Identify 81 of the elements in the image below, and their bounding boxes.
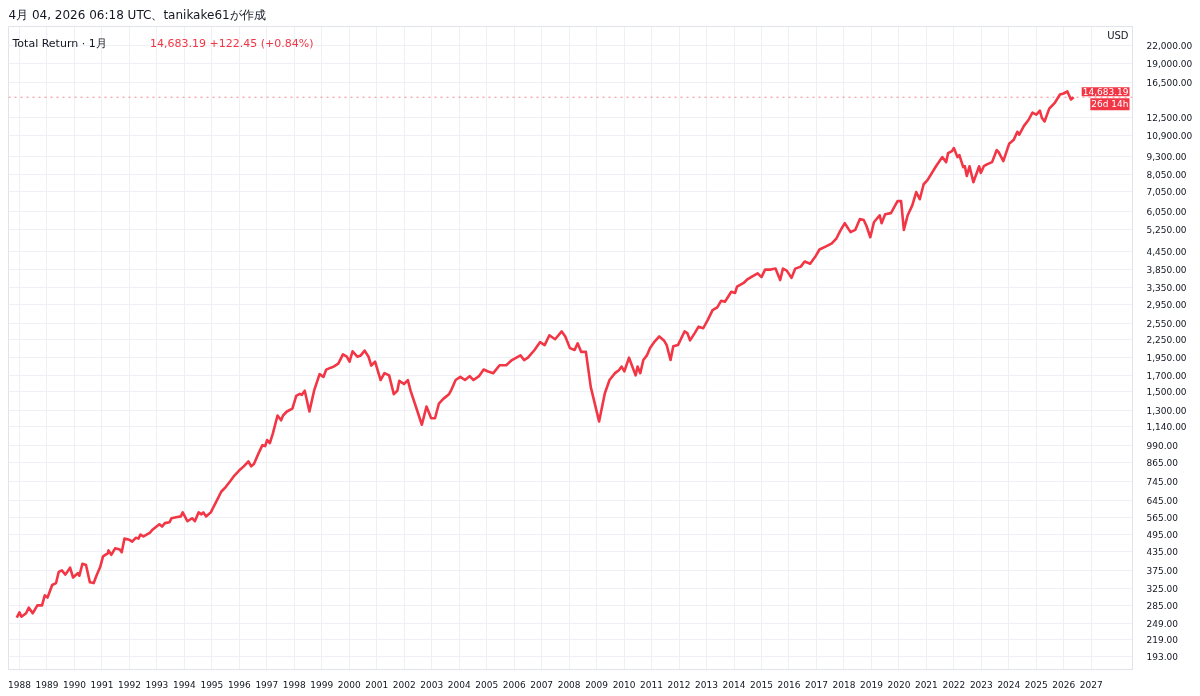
- y-tick-label: 12,500.00: [1146, 113, 1193, 124]
- y-tick-label: 193.00: [1146, 651, 1179, 662]
- x-tick-label: 2015: [750, 679, 773, 690]
- y-tick-label: 4,450.00: [1146, 246, 1187, 257]
- y-tick-label: 2,250.00: [1146, 334, 1187, 345]
- x-tick-label: 2000: [337, 679, 361, 690]
- x-tick-label: 2018: [832, 679, 856, 690]
- y-axis-title: USD: [1107, 29, 1129, 41]
- x-tick-label: 1996: [227, 679, 252, 690]
- y-tick-label: 1,140.00: [1146, 422, 1187, 433]
- x-tick-label: 2026: [1052, 679, 1076, 690]
- text: 4月 04, 2026 06:18 UTC、tanikake61が作成: [8, 7, 266, 22]
- x-tick-label: 2025: [1024, 679, 1048, 690]
- y-tick-label: 645.00: [1146, 495, 1179, 506]
- x-tick-label: 2011: [640, 679, 664, 690]
- y-tick-label: 565.00: [1146, 513, 1179, 524]
- annotation: 26d 14h: [1091, 99, 1129, 110]
- y-tick-label: 7,050.00: [1146, 187, 1187, 198]
- x-tick-label: 2027: [1079, 679, 1103, 690]
- x-tick-label: 1988: [8, 679, 32, 690]
- text: 14,683.19 +122.45 (+0.84%): [150, 36, 314, 50]
- x-tick-label: 1989: [35, 679, 59, 690]
- x-tick-label: 2017: [805, 679, 828, 690]
- x-tick-label: 1998: [282, 679, 307, 690]
- x-tick-label: 1992: [117, 679, 141, 690]
- ref-line-label: 14,683.19: [1082, 87, 1129, 98]
- y-tick-label: 3,350.00: [1146, 283, 1187, 294]
- x-tick-label: 1999: [310, 679, 334, 690]
- y-tick-label: 10,900.00: [1146, 131, 1193, 142]
- y-tick-label: 22,000.00: [1146, 40, 1193, 51]
- x-tick-label: 2007: [530, 679, 554, 690]
- x-tick-label: 1990: [63, 679, 87, 690]
- x-tick-label: 2013: [695, 679, 718, 690]
- x-tick-label: 2012: [667, 679, 691, 690]
- x-tick-label: 1997: [255, 679, 279, 690]
- y-tick-label: 249.00: [1146, 618, 1179, 629]
- x-tick-label: 2022: [942, 679, 966, 690]
- line-series: [15, 90, 1075, 619]
- x-tick-label: 1991: [90, 679, 114, 690]
- y-tick-label: 1,700.00: [1146, 370, 1187, 381]
- x-tick-label: 2004: [447, 679, 471, 690]
- x-tick-label: 2003: [420, 679, 444, 690]
- x-tick-label: 2010: [612, 679, 636, 690]
- y-tick-label: 8,050.00: [1146, 170, 1187, 181]
- x-tick-label: 2014: [722, 679, 746, 690]
- y-tick-label: 435.00: [1146, 546, 1179, 557]
- y-tick-label: 325.00: [1146, 584, 1179, 595]
- y-tick-label: 990.00: [1146, 440, 1179, 451]
- x-tick-label: 1995: [200, 679, 224, 690]
- y-tick-label: 285.00: [1146, 601, 1179, 612]
- y-tick-label: 9,300.00: [1146, 151, 1187, 162]
- y-tick-label: 19,000.00: [1146, 59, 1193, 70]
- x-tick-label: 2002: [392, 679, 416, 690]
- x-tick-label: 1994: [172, 679, 197, 690]
- y-tick-label: 16,500.00: [1146, 77, 1193, 88]
- x-tick-label: 1993: [145, 679, 169, 690]
- y-tick-label: 6,050.00: [1146, 207, 1187, 218]
- x-tick-label: 2019: [859, 679, 884, 690]
- x-tick-label: 2024: [997, 679, 1021, 690]
- y-tick-label: 495.00: [1146, 530, 1179, 541]
- y-tick-label: 745.00: [1146, 477, 1179, 488]
- x-tick-label: 2020: [887, 679, 911, 690]
- y-tick-label: 1,950.00: [1146, 353, 1187, 364]
- x-tick-label: 2006: [502, 679, 526, 690]
- x-tick-label: 2021: [914, 679, 938, 690]
- x-tick-label: 2009: [585, 679, 609, 690]
- y-tick-label: 865.00: [1146, 458, 1179, 469]
- y-tick-label: 1,300.00: [1146, 405, 1187, 416]
- y-tick-label: 375.00: [1146, 565, 1179, 576]
- y-tick-label: 3,850.00: [1146, 265, 1187, 276]
- y-tick-label: 5,250.00: [1146, 225, 1187, 236]
- x-tick-label: 2016: [777, 679, 801, 690]
- y-tick-label: 2,550.00: [1146, 318, 1187, 329]
- x-tick-label: 2001: [365, 679, 389, 690]
- text: Total Return · 1月: [11, 36, 107, 50]
- x-tick-label: 2005: [475, 679, 499, 690]
- y-tick-label: 1,500.00: [1146, 387, 1187, 398]
- x-tick-label: 2023: [969, 679, 993, 690]
- x-tick-label: 2008: [557, 679, 581, 690]
- y-tick-label: 2,950.00: [1146, 299, 1187, 310]
- y-tick-label: 219.00: [1146, 635, 1179, 646]
